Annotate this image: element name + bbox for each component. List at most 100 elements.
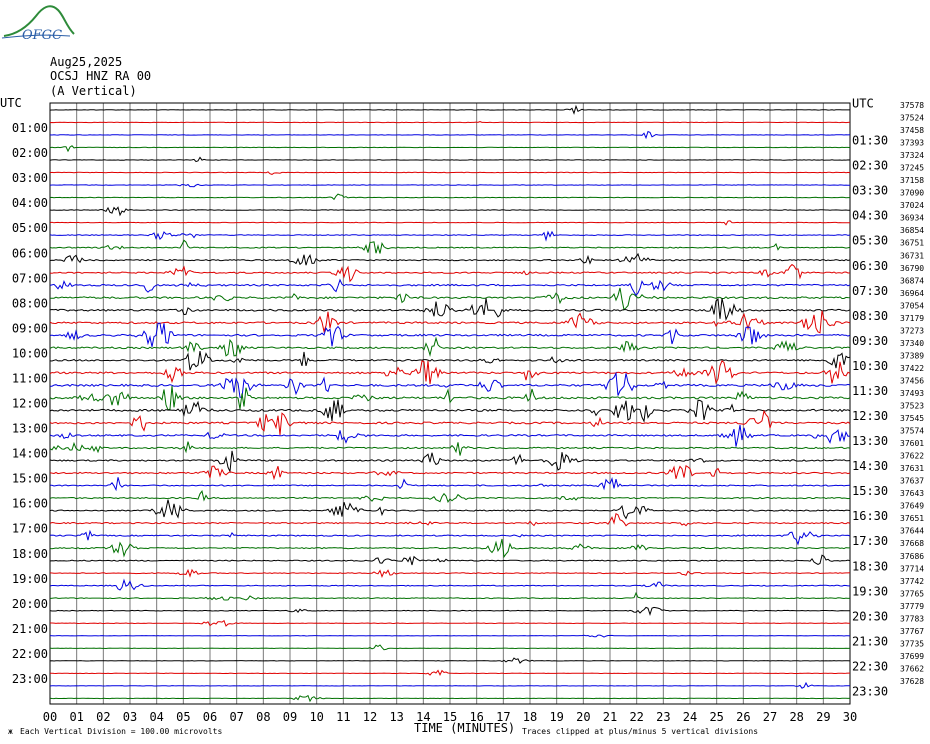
left-hour-label: 20:00 xyxy=(12,597,48,611)
right-hour-label: 14:30 xyxy=(852,459,888,473)
trace-line xyxy=(49,694,851,703)
x-tick-labels: 00 01 02 03 04 05 06 07 08 09 10 11 12 13 14 15 16 17 18 19… xyxy=(43,710,857,724)
trace-count-label: 37779 xyxy=(900,602,924,611)
trace-count-label: 37456 xyxy=(900,376,924,385)
trace-line xyxy=(49,669,850,676)
x-tick-label: 18 xyxy=(523,710,537,724)
x-tick-label: 23 xyxy=(656,710,670,724)
x-tick-label: 29 xyxy=(816,710,830,724)
trace-count-label: 37742 xyxy=(900,577,924,586)
left-hour-label: 05:00 xyxy=(12,221,48,235)
left-hour-label: 15:00 xyxy=(12,472,48,486)
trace-count-label: 37389 xyxy=(900,351,924,360)
trace-count-label: 37523 xyxy=(900,402,924,411)
trace-line xyxy=(49,156,851,163)
trace-line xyxy=(50,371,851,398)
seismic-traces xyxy=(49,104,851,703)
x-tick-label: 16 xyxy=(469,710,483,724)
x-tick-label: 25 xyxy=(709,710,723,724)
station-label: OCSJ HNZ RA 00 xyxy=(50,69,152,83)
trace-count-label: 36751 xyxy=(900,239,924,248)
plot-frame xyxy=(49,102,851,705)
x-tick-label: 08 xyxy=(256,710,270,724)
trace-count-label: 37273 xyxy=(900,326,924,335)
left-hour-label: 22:00 xyxy=(12,647,48,661)
x-tick-label: 06 xyxy=(203,710,217,724)
right-hour-label: 19:30 xyxy=(852,584,888,598)
trace-line xyxy=(49,310,851,334)
trace-line xyxy=(49,104,850,115)
trace-line xyxy=(49,490,851,504)
trace-count-label: 37649 xyxy=(900,502,924,511)
trace-line xyxy=(49,351,851,371)
left-hour-label: 16:00 xyxy=(12,497,48,511)
right-hour-label: 13:30 xyxy=(852,434,888,448)
trace-count-label: 37622 xyxy=(900,452,924,461)
left-hour-label: 09:00 xyxy=(12,321,48,335)
trace-count-label: 37245 xyxy=(900,164,924,173)
left-hour-label: 19:00 xyxy=(12,572,48,586)
trace-line xyxy=(49,399,851,423)
right-hour-label: 10:30 xyxy=(852,359,888,373)
left-hour-label: 01:00 xyxy=(12,121,48,135)
trace-line xyxy=(49,441,851,456)
trace-line xyxy=(50,287,851,311)
trace-count-label: 37714 xyxy=(900,564,924,573)
trace-line xyxy=(49,681,851,689)
trace-line xyxy=(50,476,851,492)
left-hour-label: 23:00 xyxy=(12,672,48,686)
x-tick-label: 07 xyxy=(229,710,243,724)
left-hour-label: 12:00 xyxy=(12,397,48,411)
trace-count-label: 37644 xyxy=(900,527,924,536)
right-hour-label: 23:30 xyxy=(852,684,888,698)
trace-line xyxy=(49,183,850,188)
right-hour-label: 18:30 xyxy=(852,559,888,573)
trace-line xyxy=(49,538,850,559)
left-hour-label: 02:00 xyxy=(12,146,48,160)
left-hour-labels: UTC 01:00 02:00 03:00 04:00 05:00 06:00 07:00 08… xyxy=(0,96,48,686)
right-hour-labels: UTC 01:30 02:30 03:30 04:30 05:30 06:30 07:30 08… xyxy=(852,97,888,699)
x-tick-label: 28 xyxy=(789,710,803,724)
x-tick-label: 11 xyxy=(336,710,350,724)
x-tick-label: 14 xyxy=(416,710,430,724)
trace-line xyxy=(49,606,850,617)
trace-count-label: 37393 xyxy=(900,139,924,148)
x-tick-label: 26 xyxy=(736,710,750,724)
trace-line xyxy=(49,220,851,226)
trace-count-label: 37631 xyxy=(900,464,924,473)
trace-line xyxy=(49,121,851,124)
right-hour-label: 11:30 xyxy=(852,384,888,398)
left-hour-label: 07:00 xyxy=(12,271,48,285)
trace-line xyxy=(49,230,851,242)
left-hour-label: 14:00 xyxy=(12,447,48,461)
trace-line xyxy=(49,193,850,201)
left-hour-label: UTC xyxy=(0,96,22,110)
trace-count-label: 37783 xyxy=(900,614,924,623)
right-hour-label: 01:30 xyxy=(852,134,888,148)
right-hour-label: 08:30 xyxy=(852,309,888,323)
trace-count-label: 36731 xyxy=(900,251,924,260)
right-hour-label: 06:30 xyxy=(852,259,888,273)
trace-line xyxy=(49,130,851,140)
trace-count-label: 37578 xyxy=(900,101,924,110)
trace-line xyxy=(49,424,851,447)
trace-line xyxy=(49,529,851,546)
trace-count-label: 37662 xyxy=(900,664,924,673)
right-hour-label: 09:30 xyxy=(852,334,888,348)
trace-count-label: 37735 xyxy=(900,639,924,648)
left-hour-label: 21:00 xyxy=(12,622,48,636)
trace-line xyxy=(49,171,851,175)
right-hour-label: 16:30 xyxy=(852,509,888,523)
left-hour-label: 10:00 xyxy=(12,346,48,360)
trace-line xyxy=(49,278,851,297)
trace-line xyxy=(49,578,850,591)
trace-count-labels: 37578 37524 37458 37393 37324 37245 37158 37090… xyxy=(900,101,924,686)
trace-count-label: 37054 xyxy=(900,301,924,310)
x-tick-label: 10 xyxy=(309,710,323,724)
trace-line xyxy=(49,644,851,651)
trace-count-label: 37090 xyxy=(900,189,924,198)
trace-count-label: 37574 xyxy=(900,427,924,436)
trace-line xyxy=(49,263,851,283)
scale-note: Each Vertical Division = 100.00 microvol… xyxy=(20,727,222,736)
left-hour-label: 13:00 xyxy=(12,422,48,436)
